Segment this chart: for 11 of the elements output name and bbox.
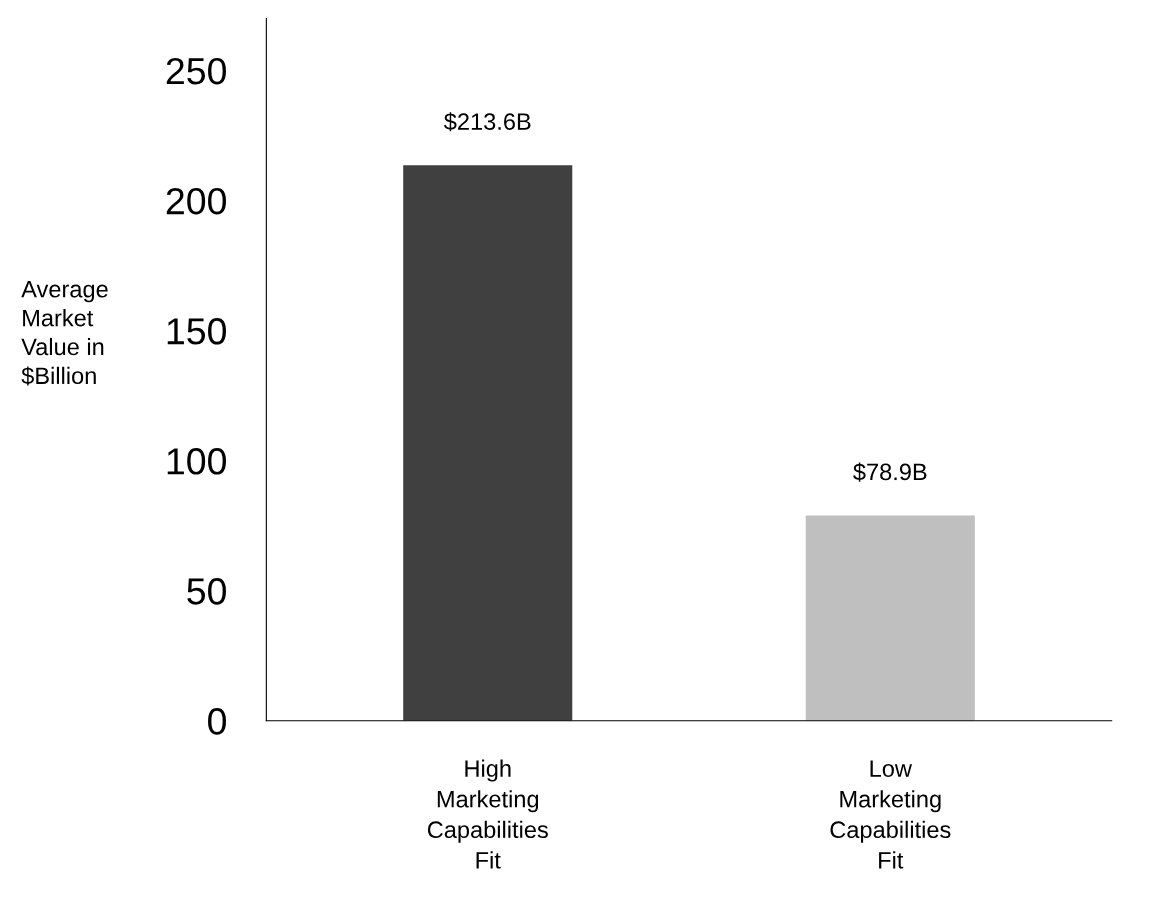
y-tick-label: 150 — [167, 317, 226, 345]
y-tick-label: 100 — [167, 448, 226, 475]
y-axis-title: Average Market Value in $Billion — [21, 281, 108, 386]
x-tick-label: High Marketing Capabilities Fit — [427, 759, 548, 869]
data-label: $213.6B — [444, 112, 531, 132]
y-tick-label: 250 — [166, 57, 226, 85]
y-tick-label: 200 — [166, 187, 226, 215]
y-tick-label: 50 — [187, 578, 226, 605]
x-tick-label: Low Marketing Capabilities Fit — [830, 760, 951, 869]
y-tick-label: 0 — [208, 708, 226, 735]
data-label: $78.9B — [853, 462, 927, 482]
